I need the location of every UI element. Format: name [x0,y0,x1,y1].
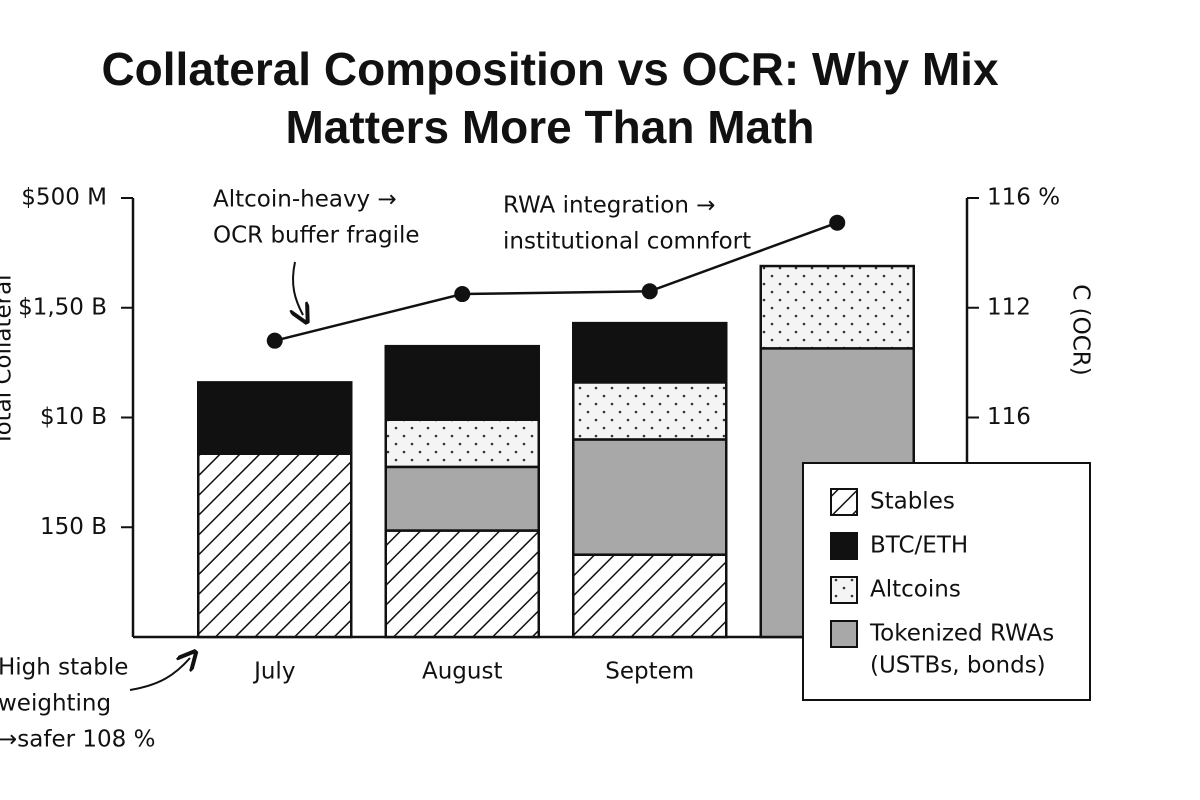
y2-axis-title: C (OCR) [1068,284,1094,375]
y-tick-label: $500 M [21,185,107,211]
chart-title: Collateral Composition vs OCR: Why Mix M… [101,43,999,153]
ocr-point [829,214,846,231]
legend-swatch [830,576,858,604]
x-tick-label: August [422,659,503,685]
x-tick-label: July [252,659,295,685]
ocr-point [641,283,658,300]
legend-swatch [830,532,858,560]
ocr-line [274,221,838,342]
x-tick-label: Septem [605,659,694,685]
legend: Stables BTC/ETH Altcoins Tokenized RWAs (UST… [802,462,1091,701]
annotation: →safer 108 % [0,727,155,753]
legend-swatch [830,488,858,516]
legend-note: (USTBs, bonds) [870,653,1046,679]
annotation: RWA integration → [503,193,716,219]
y-tick-label: 150 B [40,514,107,540]
annotation: institutional comnfort [503,229,751,255]
bar-segment [384,529,540,639]
bar-segment [572,553,728,639]
ocr-point [266,332,283,349]
legend-label: Altcoins [870,577,961,603]
y-tick-label: $1,50 B [18,294,107,320]
y2-tick-label: 112 [987,294,1031,320]
bar-segment [759,264,915,350]
bar-segment [384,418,540,469]
annotation-arrow [129,658,190,691]
annotation: High stable [0,655,128,681]
legend-label: Tokenized RWAs [869,621,1054,647]
bar-segment [572,381,728,441]
annotation-arrow [293,261,303,315]
bar-segment [197,452,353,639]
legend-label: Stables [870,489,955,515]
legend-label: BTC/ETH [870,533,968,559]
bar-segment [384,465,540,532]
bar-segment [572,438,728,556]
bar-segment [384,344,540,421]
ocr-point [454,286,471,303]
annotation: OCR buffer fragile [213,223,420,249]
y2-tick-label: 116 % [987,185,1060,211]
legend-swatch [830,620,858,648]
y-axis-title: Total Collateral [0,274,17,446]
bar-segment [197,381,353,455]
annotation: Altcoin-heavy → [213,187,397,213]
y-tick-label: $10 B [40,404,107,430]
annotation: weighting [0,691,111,717]
y2-tick-label: 116 [987,404,1031,430]
bar-segment [572,321,728,384]
